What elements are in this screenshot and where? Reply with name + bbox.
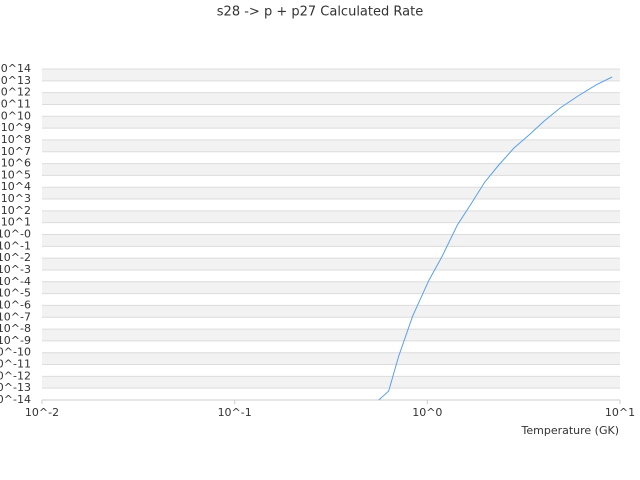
grid-band <box>42 128 620 140</box>
y-tick-label: 10^6 <box>1 157 31 170</box>
grid-band <box>42 305 620 318</box>
grid-band <box>42 329 620 341</box>
grid-band <box>42 116 620 129</box>
x-axis-label: Temperature (GK) <box>521 424 620 437</box>
y-tick-label: 10^-4 <box>0 275 31 288</box>
x-tick-label: 10^-1 <box>218 406 252 419</box>
y-tick-label: 10^12 <box>0 86 31 99</box>
y-tick-label: 10^-5 <box>0 287 31 300</box>
grid-band <box>42 92 620 105</box>
y-tick-label: 10^8 <box>1 133 31 146</box>
grid-band <box>42 293 620 306</box>
grid-band <box>42 104 620 117</box>
grid-band <box>42 352 620 365</box>
grid-band <box>42 388 620 400</box>
grid-band <box>42 80 620 93</box>
grid-band <box>42 376 620 389</box>
grid-band <box>42 210 620 223</box>
y-tick-label: 10^-8 <box>0 322 31 335</box>
x-tick-label: 10^1 <box>605 406 635 419</box>
grid-band <box>42 69 620 81</box>
y-tick-label: 10^4 <box>1 180 31 193</box>
grid-band <box>42 151 620 164</box>
y-tick-label: 10^-13 <box>0 381 31 394</box>
y-tick-label: 10^-10 <box>0 346 31 359</box>
y-tick-label: 10^13 <box>0 74 31 87</box>
grid-band <box>42 139 620 152</box>
grid-band <box>42 317 620 330</box>
y-tick-label: 10^-9 <box>0 334 31 347</box>
grid-band <box>42 163 620 176</box>
y-tick-label: 10^-3 <box>0 263 31 276</box>
y-tick-label: 10^3 <box>1 192 31 205</box>
y-tick-label: 10^-12 <box>0 369 31 382</box>
grid-band <box>42 281 620 294</box>
y-tick-label: 10^-6 <box>0 298 31 311</box>
y-tick-label: 10^11 <box>0 97 31 110</box>
chart-title: s28 -> p + p27 Calculated Rate <box>217 5 423 20</box>
y-tick-label: 10^5 <box>1 168 31 181</box>
grid-band <box>42 364 620 377</box>
grid-band <box>42 234 620 247</box>
data-line <box>378 76 613 401</box>
grid-band <box>42 246 620 259</box>
grid-band <box>42 199 620 211</box>
y-tick-label: 10^10 <box>0 109 31 122</box>
grid-band <box>42 175 620 188</box>
x-tick-label: 10^0 <box>412 406 442 419</box>
grid-band <box>42 187 620 200</box>
y-tick-label: 10^-11 <box>0 358 31 371</box>
y-tick-label: 10^1 <box>1 216 31 229</box>
grid-band <box>42 258 620 270</box>
y-tick-label: 10^7 <box>1 145 31 158</box>
y-tick-label: 10^-0 <box>0 228 31 241</box>
y-tick-label: 10^14 <box>0 62 31 75</box>
y-tick-label: 10^-7 <box>0 310 31 323</box>
y-tick-label: 10^-14 <box>0 393 31 406</box>
y-tick-label: 10^-2 <box>0 251 31 264</box>
x-tick-label: 10^-2 <box>25 406 59 419</box>
grid-band <box>42 269 620 282</box>
grid-band <box>42 222 620 235</box>
y-tick-label: 10^2 <box>1 204 31 217</box>
grid-band <box>42 340 620 353</box>
y-tick-label: 10^-1 <box>0 239 31 252</box>
y-tick-label: 10^9 <box>1 121 31 134</box>
